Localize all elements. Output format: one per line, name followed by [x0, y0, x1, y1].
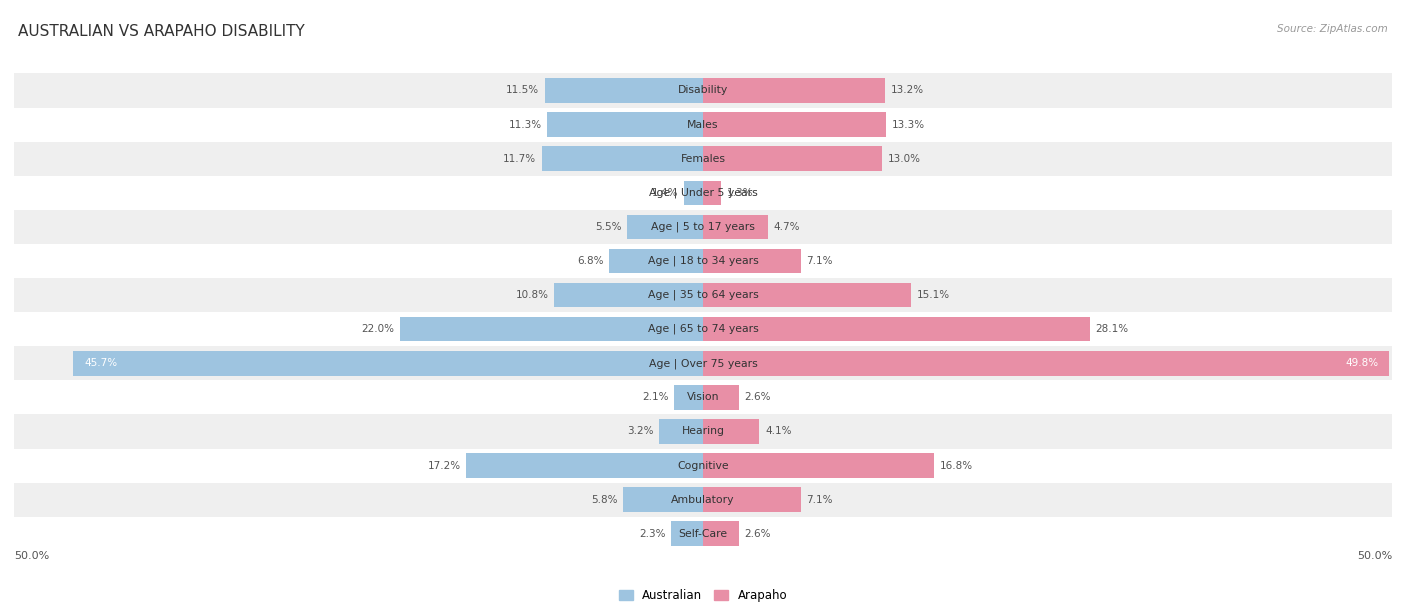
Bar — [703, 521, 738, 546]
Bar — [703, 78, 884, 103]
Text: 2.6%: 2.6% — [744, 529, 770, 539]
Text: Age | 5 to 17 years: Age | 5 to 17 years — [651, 222, 755, 232]
Text: 28.1%: 28.1% — [1095, 324, 1129, 334]
Bar — [547, 113, 703, 137]
Bar — [703, 317, 1090, 341]
Bar — [683, 181, 703, 205]
Bar — [703, 181, 721, 205]
Text: 3.2%: 3.2% — [627, 427, 654, 436]
Text: 11.3%: 11.3% — [509, 119, 541, 130]
Bar — [703, 283, 911, 307]
Bar — [14, 312, 1392, 346]
Bar — [627, 215, 703, 239]
Text: 1.3%: 1.3% — [727, 188, 754, 198]
Bar — [14, 73, 1392, 108]
Bar — [673, 385, 703, 409]
Bar — [399, 317, 703, 341]
Text: Vision: Vision — [686, 392, 720, 402]
Text: Age | 65 to 74 years: Age | 65 to 74 years — [648, 324, 758, 334]
Text: 4.7%: 4.7% — [773, 222, 800, 232]
Text: 22.0%: 22.0% — [361, 324, 394, 334]
Bar — [703, 146, 882, 171]
Bar — [14, 108, 1392, 141]
Text: 11.7%: 11.7% — [503, 154, 536, 163]
Bar — [465, 453, 703, 478]
Text: 5.8%: 5.8% — [591, 494, 617, 505]
Text: 2.3%: 2.3% — [640, 529, 666, 539]
Text: 5.5%: 5.5% — [595, 222, 621, 232]
Text: 7.1%: 7.1% — [807, 494, 832, 505]
Text: Ambulatory: Ambulatory — [671, 494, 735, 505]
Bar — [544, 78, 703, 103]
Text: 50.0%: 50.0% — [1357, 551, 1392, 561]
Bar — [14, 483, 1392, 517]
Text: Hearing: Hearing — [682, 427, 724, 436]
Bar — [623, 487, 703, 512]
Bar — [14, 414, 1392, 449]
Text: 7.1%: 7.1% — [807, 256, 832, 266]
Text: 10.8%: 10.8% — [516, 290, 548, 300]
Text: Females: Females — [681, 154, 725, 163]
Text: 11.5%: 11.5% — [506, 86, 538, 95]
Text: 2.1%: 2.1% — [643, 392, 669, 402]
Bar — [703, 487, 801, 512]
Text: 13.3%: 13.3% — [891, 119, 925, 130]
Bar — [14, 244, 1392, 278]
Text: 16.8%: 16.8% — [941, 461, 973, 471]
Bar — [703, 419, 759, 444]
Text: Age | Over 75 years: Age | Over 75 years — [648, 358, 758, 368]
Bar — [609, 248, 703, 273]
Bar — [14, 346, 1392, 380]
Bar — [659, 419, 703, 444]
Text: 50.0%: 50.0% — [14, 551, 49, 561]
Bar — [14, 210, 1392, 244]
Bar — [554, 283, 703, 307]
Text: 49.8%: 49.8% — [1346, 358, 1378, 368]
Text: 15.1%: 15.1% — [917, 290, 949, 300]
Text: 13.0%: 13.0% — [887, 154, 921, 163]
Text: 17.2%: 17.2% — [427, 461, 461, 471]
Bar — [14, 141, 1392, 176]
Text: Source: ZipAtlas.com: Source: ZipAtlas.com — [1277, 24, 1388, 34]
Bar — [14, 380, 1392, 414]
Bar — [14, 176, 1392, 210]
Text: 2.6%: 2.6% — [744, 392, 770, 402]
Bar — [73, 351, 703, 376]
Bar — [14, 449, 1392, 483]
Text: 4.1%: 4.1% — [765, 427, 792, 436]
Bar — [703, 453, 935, 478]
Bar — [703, 215, 768, 239]
Text: Age | Under 5 years: Age | Under 5 years — [648, 187, 758, 198]
Text: Age | 35 to 64 years: Age | 35 to 64 years — [648, 290, 758, 300]
Bar — [703, 351, 1389, 376]
Text: Age | 18 to 34 years: Age | 18 to 34 years — [648, 256, 758, 266]
Text: Self-Care: Self-Care — [679, 529, 727, 539]
Text: 1.4%: 1.4% — [652, 188, 678, 198]
Bar — [703, 248, 801, 273]
Text: 13.2%: 13.2% — [890, 86, 924, 95]
Bar — [14, 278, 1392, 312]
Text: Disability: Disability — [678, 86, 728, 95]
Bar — [703, 113, 886, 137]
Bar — [703, 385, 738, 409]
Bar — [671, 521, 703, 546]
Text: Males: Males — [688, 119, 718, 130]
Bar — [14, 517, 1392, 551]
Text: 6.8%: 6.8% — [578, 256, 603, 266]
Legend: Australian, Arapaho: Australian, Arapaho — [614, 584, 792, 607]
Bar — [541, 146, 703, 171]
Text: 45.7%: 45.7% — [84, 358, 118, 368]
Text: Cognitive: Cognitive — [678, 461, 728, 471]
Text: AUSTRALIAN VS ARAPAHO DISABILITY: AUSTRALIAN VS ARAPAHO DISABILITY — [18, 24, 305, 40]
